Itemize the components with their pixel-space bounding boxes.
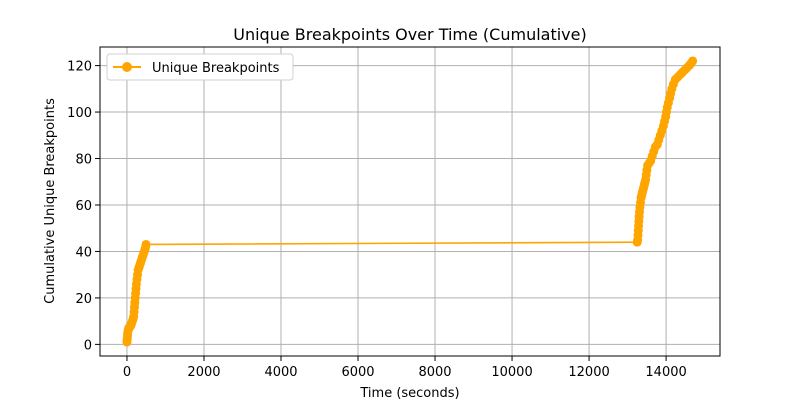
x-tick-label: 2000 xyxy=(187,365,220,380)
y-axis-label: Cumulative Unique Breakpoints xyxy=(43,98,58,304)
data-point xyxy=(141,239,151,249)
x-tick-label: 10000 xyxy=(491,365,532,380)
legend-label: Unique Breakpoints xyxy=(152,61,280,76)
x-tick-label: 4000 xyxy=(264,365,297,380)
x-tick-label: 8000 xyxy=(418,365,451,380)
y-tick-label: 60 xyxy=(75,199,92,214)
x-tick-label: 14000 xyxy=(645,365,686,380)
y-tick-label: 100 xyxy=(67,106,92,121)
legend-point-marker xyxy=(122,62,132,72)
y-tick-label: 40 xyxy=(75,245,92,260)
x-tick-label: 6000 xyxy=(341,365,374,380)
y-tick-label: 20 xyxy=(75,292,92,307)
chart-title: Unique Breakpoints Over Time (Cumulative… xyxy=(233,25,586,44)
x-tick-label: 0 xyxy=(123,365,131,380)
x-tick-label: 12000 xyxy=(568,365,609,380)
legend-box xyxy=(106,53,294,81)
series-layer xyxy=(122,56,698,347)
y-tick-label: 80 xyxy=(75,153,92,168)
y-axis: 0 20 40 60 80 100 120 xyxy=(67,60,100,353)
data-point xyxy=(688,56,698,66)
y-tick-label: 120 xyxy=(67,60,92,75)
y-tick-label: 0 xyxy=(84,338,92,353)
legend: Unique Breakpoints xyxy=(106,53,294,81)
plot-frame xyxy=(99,46,721,357)
x-axis-label: Time (seconds) xyxy=(359,386,459,400)
x-axis: 0 2000 4000 6000 8000 10000 12000 14000 xyxy=(123,356,687,380)
